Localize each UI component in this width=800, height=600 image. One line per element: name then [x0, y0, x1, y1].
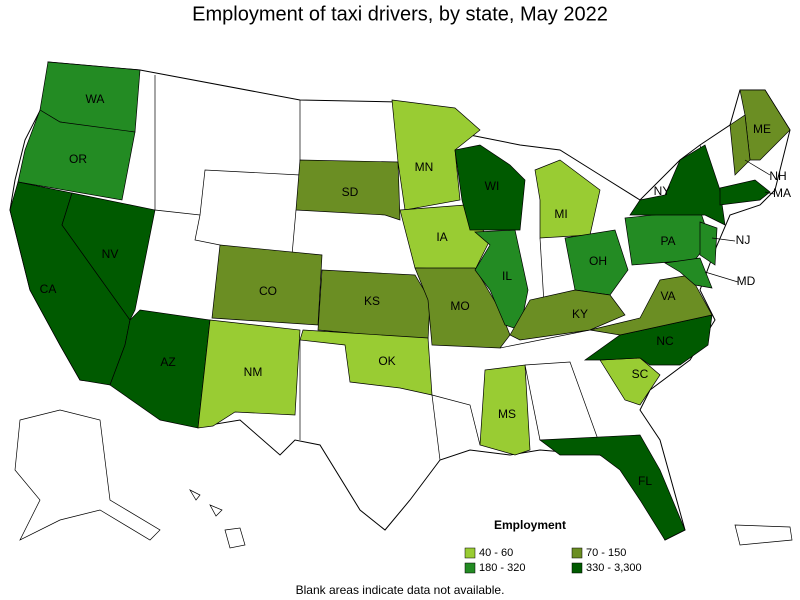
state-label: NH — [769, 169, 786, 183]
state-label: CO — [259, 284, 277, 298]
state — [61, 192, 156, 321]
state-label: MD — [737, 274, 756, 288]
state-label: AZ — [160, 355, 175, 369]
state-label: MS — [498, 407, 516, 421]
state-label: SD — [342, 185, 359, 199]
state — [699, 221, 718, 266]
state-label: NC — [656, 334, 674, 348]
state-label: KY — [572, 307, 588, 321]
state — [17, 109, 136, 201]
state — [391, 99, 481, 211]
legend-label: 70 - 150 — [586, 547, 626, 559]
state — [197, 319, 301, 429]
state — [479, 364, 531, 456]
state-label: IA — [436, 230, 447, 244]
state — [474, 229, 529, 331]
legend-swatch — [571, 562, 583, 574]
state — [719, 179, 771, 206]
legend: 40 - 60 70 - 150 180 - 320 330 - 3,300 — [464, 547, 642, 574]
state-label: ME — [753, 122, 771, 136]
state-label: OH — [589, 254, 607, 268]
state-label: MO — [450, 299, 469, 313]
state — [539, 434, 686, 541]
state-label: OK — [378, 354, 395, 368]
alaska — [14, 409, 793, 549]
state-label: NY — [654, 184, 671, 198]
state-label: NV — [102, 247, 119, 261]
state — [295, 159, 401, 221]
state-label: SC — [632, 367, 649, 381]
state-label: FL — [638, 474, 652, 488]
state-label: MI — [554, 207, 567, 221]
legend-title: Employment — [494, 518, 566, 532]
legend-label: 40 - 60 — [479, 547, 513, 559]
leader-line — [704, 271, 739, 283]
state — [317, 269, 431, 341]
state — [299, 329, 433, 396]
state-label: OR — [69, 152, 87, 166]
state — [663, 257, 713, 289]
state-label: WI — [485, 179, 500, 193]
state — [564, 229, 629, 296]
legend-swatch — [571, 547, 583, 559]
state-label: PA — [660, 234, 675, 248]
state-label: VA — [660, 289, 675, 303]
state-label: IL — [502, 269, 512, 283]
state-label: KS — [364, 294, 380, 308]
leader-line — [744, 159, 771, 176]
state-label: NJ — [736, 233, 751, 247]
legend-label: 180 - 320 — [479, 562, 525, 574]
legend-swatch — [464, 547, 476, 559]
state-label: WA — [86, 92, 105, 106]
state-label: CA — [40, 282, 57, 296]
legend-label: 330 - 3,300 — [586, 562, 642, 574]
leader-line — [764, 191, 775, 195]
state-label: MA — [773, 186, 791, 200]
legend-swatch — [464, 562, 476, 574]
leader-line — [711, 237, 736, 242]
state-label: MN — [415, 160, 434, 174]
state-labels: WA OR CA NV AZ NM CO SD KS OK MN IA MO WI IL MI OH KY MS FL… — [40, 92, 791, 488]
note: Blank areas indicate data not available. — [296, 583, 505, 597]
states — [9, 61, 791, 541]
state — [454, 144, 526, 231]
state-label: NM — [244, 365, 263, 379]
map-title: Employment of taxi drivers, by state, Ma… — [192, 3, 608, 25]
state — [509, 289, 626, 341]
